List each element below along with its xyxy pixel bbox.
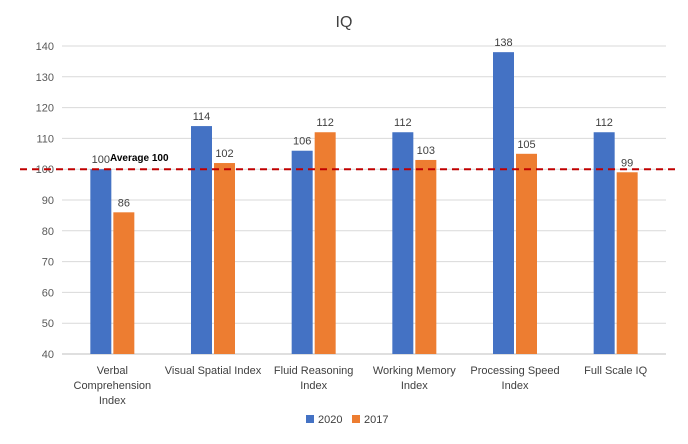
bar-2020-1: [191, 126, 212, 354]
y-tick-label: 80: [42, 226, 54, 238]
legend-label: 2020: [318, 414, 342, 426]
x-category-label: Comprehension: [74, 380, 152, 392]
bar-2017-2: [314, 132, 336, 354]
legend: 2020 2017: [306, 414, 388, 426]
x-category-label: Visual Spatial Index: [165, 365, 262, 377]
x-category-label: Index: [401, 380, 428, 392]
data-label: 114: [193, 111, 211, 123]
average-reference: Average 100: [20, 153, 680, 171]
data-label: 105: [517, 139, 535, 151]
bar-2020-3: [392, 132, 414, 354]
x-category-label: Index: [300, 380, 327, 392]
data-label: 99: [621, 157, 633, 169]
data-label: 106: [293, 136, 311, 148]
bar-2017-4: [516, 153, 537, 354]
data-label: 100: [92, 154, 110, 166]
y-tick-label: 50: [42, 318, 54, 330]
legend-label: 2017: [364, 414, 388, 426]
bar-2017-5: [616, 172, 638, 354]
gridlines: [62, 45, 666, 355]
y-tick-label: 120: [36, 103, 54, 115]
average-label: Average 100: [110, 153, 169, 164]
bar-2017-1: [214, 163, 235, 354]
data-label: 86: [118, 197, 130, 209]
bar-2020-2: [291, 150, 313, 354]
legend-swatch-2017: [352, 415, 360, 423]
data-label: 138: [494, 37, 512, 49]
data-label: 112: [316, 117, 334, 129]
x-axis: Verbal Comprehension Index Visual Spatial I…: [74, 365, 648, 407]
y-tick-label: 110: [36, 133, 54, 145]
data-label: 103: [417, 145, 435, 157]
data-label: 112: [394, 117, 412, 129]
x-category-label: Index: [99, 395, 126, 407]
chart-title: IQ: [336, 14, 353, 31]
bar-2020-0: [90, 169, 112, 354]
x-category-label: Working Memory: [373, 365, 456, 377]
x-category-label: Verbal: [97, 365, 128, 377]
bar-2020-4: [493, 52, 514, 354]
x-category-label: Fluid Reasoning: [274, 365, 354, 377]
bars: [90, 52, 638, 354]
y-tick-label: 60: [42, 287, 54, 299]
x-category-label: Index: [502, 380, 529, 392]
y-tick-label: 70: [42, 257, 54, 269]
data-label: 102: [215, 148, 233, 160]
y-axis: 405060708090100110120130140: [36, 41, 54, 361]
data-label: 112: [595, 117, 613, 129]
bar-2017-3: [415, 159, 437, 354]
x-category-label: Full Scale IQ: [584, 365, 647, 377]
y-tick-label: 90: [42, 195, 54, 207]
legend-swatch-2020: [306, 415, 314, 423]
bar-2020-5: [593, 132, 615, 354]
data-labels: 100 86 114 102 106 112 112 103 138 105 112 99: [92, 37, 634, 209]
y-tick-label: 130: [36, 72, 54, 84]
x-category-label: Processing Speed: [470, 365, 559, 377]
bar-2017-0: [113, 212, 135, 354]
y-tick-label: 140: [36, 41, 54, 53]
y-tick-label: 40: [42, 349, 54, 361]
